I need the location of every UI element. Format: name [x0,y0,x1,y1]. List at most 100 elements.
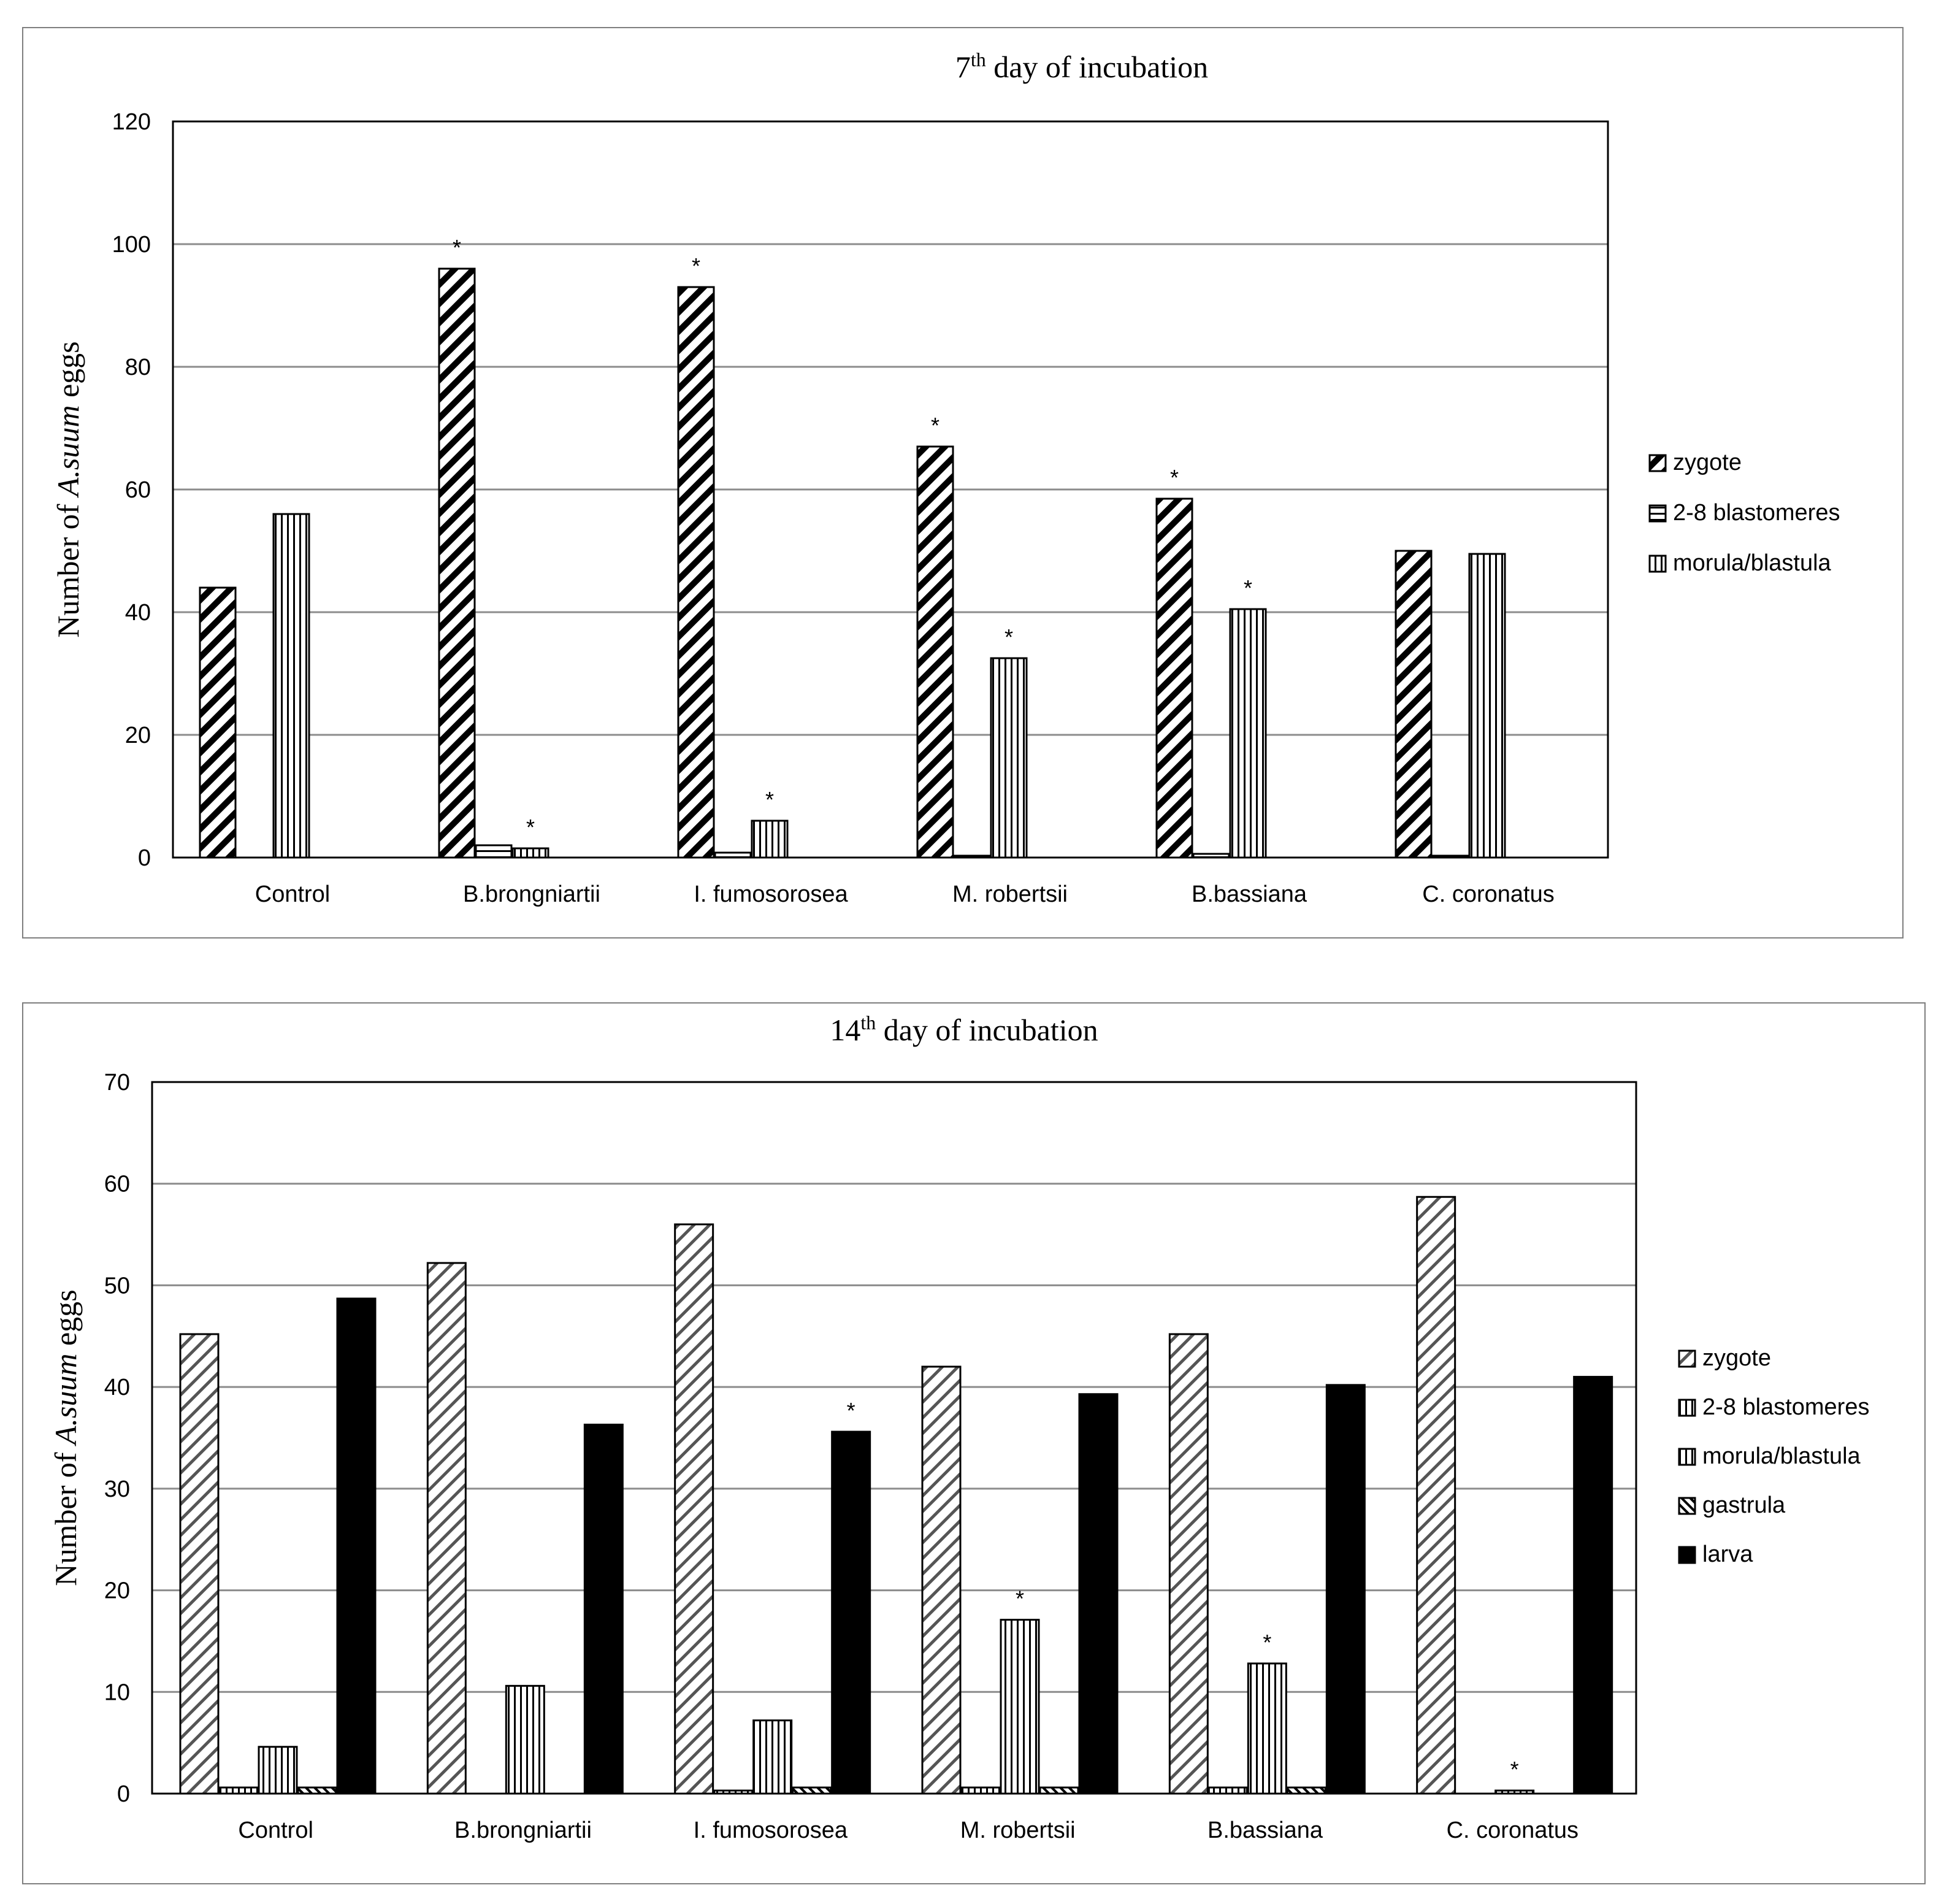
bar-larva [1573,1376,1613,1795]
chart-day7: 7th day of incubation Number of A.suum eg… [51,48,1840,907]
legend-swatch-morula-blastula [1678,1448,1696,1466]
bar-2-8-blastomeres [475,844,513,859]
significance-star: * [526,815,535,840]
significance-star: * [1005,624,1013,650]
significance-star: * [1510,1757,1519,1782]
legend-label-2-8-blastomeres: 2-8 blastomeres [1673,500,1840,526]
legend-swatch-gastrula [1678,1497,1696,1515]
bar-larva [1325,1384,1366,1795]
bar-2-8-blastomeres [953,854,991,859]
significance-star: * [847,1398,855,1423]
bar-2-8-blastomeres [1207,1786,1248,1795]
legend-swatch-zygote [1648,454,1667,472]
chart-day14: 14th day of incubation Number of A.suum e… [48,1012,1869,1843]
significance-star: * [765,787,774,812]
bar-larva [336,1297,377,1795]
bar-morula-blastula [505,1684,545,1795]
y-axis-label: Number of A.suum eggs [51,341,85,637]
x-category-label: I. fumosorosea [694,1818,848,1843]
bar-larva [831,1430,871,1795]
bar-zygote [179,1333,220,1795]
bar-larva [583,1423,624,1795]
legend-label-2-8-blastomeres: 2-8 blastomeres [1702,1394,1869,1420]
y-tick-label: 70 [104,1070,130,1096]
legend-label-morula-blastula: morula/blastula [1702,1443,1861,1469]
bar-gastrula [792,1786,832,1795]
bar-zygote [677,286,715,859]
significance-star: * [1263,1630,1271,1655]
bar-zygote [1168,1333,1209,1795]
bar-zygote [199,586,237,859]
bar-morula-blastula [1247,1662,1287,1795]
y-tick-label: 10 [104,1679,130,1705]
bar-morula-blastula [1229,608,1267,859]
bar-2-8-blastomeres [960,1786,1001,1795]
bar-morula-blastula [751,820,789,859]
y-tick-label: 20 [104,1578,130,1604]
chart-panel-day14: 14th day of incubation Number of A.suum e… [22,1002,1926,1884]
bar-2-8-blastomeres [1431,854,1469,859]
bar-gastrula [1286,1786,1326,1795]
y-tick-label: 120 [112,109,151,135]
y-tick-label: 50 [104,1273,130,1299]
bar-morula-blastula [258,1746,298,1795]
chart-title: 14th day of incubation [830,1012,1098,1047]
y-axis-label: Number of A.suum eggs [48,1289,83,1586]
y-tick-label: 0 [138,845,151,871]
significance-star: * [453,235,461,260]
bar-zygote [1155,497,1193,859]
x-category-label: M. robertsii [952,881,1068,907]
y-tick-label: 100 [112,232,151,258]
bar-morula-blastula [1000,1619,1040,1795]
bar-morula-blastula [511,847,549,859]
y-tick-label: 80 [125,355,151,380]
y-tick-label: 0 [117,1781,130,1807]
significance-star: * [1016,1586,1024,1611]
y-tick-label: 60 [104,1172,130,1197]
legend-swatch-larva [1678,1546,1696,1564]
bar-larva [1078,1393,1119,1795]
bar-2-8-blastomeres [1192,853,1230,859]
significance-star: * [692,253,700,278]
bar-2-8-blastomeres [713,1789,754,1795]
x-category-label: C. coronatus [1447,1818,1579,1843]
legend-label-gastrula: gastrula [1702,1492,1786,1518]
legend-label-larva: larva [1702,1541,1753,1567]
plot-area [151,1081,1637,1795]
bar-morula-blastula [752,1719,793,1795]
chart-panel-day7: 7th day of incubation Number of A.suum eg… [22,27,1904,939]
legend-swatch-2-8-blastomeres [1648,504,1667,523]
bar-morula-blastula [1494,1789,1535,1795]
legend-label-zygote: zygote [1673,450,1742,475]
x-category-label: C. coronatus [1422,881,1554,907]
y-tick-label: 40 [125,600,151,626]
legend-swatch-2-8-blastomeres [1678,1399,1696,1417]
plot-area [172,120,1609,859]
legend-label-zygote: zygote [1702,1345,1771,1371]
significance-star: * [1170,465,1179,490]
y-tick-label: 60 [125,477,151,503]
significance-star: * [931,413,939,438]
bar-gastrula [297,1786,337,1795]
x-category-label: B.bassiana [1207,1818,1323,1843]
y-tick-label: 40 [104,1375,130,1400]
x-category-label: M. robertsii [960,1818,1076,1843]
y-tick-label: 30 [104,1476,130,1502]
bar-morula-blastula [272,513,310,859]
y-tick-label: 20 [125,723,151,748]
significance-star: * [1244,575,1252,601]
bar-zygote [674,1223,714,1795]
x-category-label: B.bassiana [1192,881,1307,907]
bar-2-8-blastomeres [218,1786,259,1795]
bar-morula-blastula [1468,553,1506,859]
x-category-label: I. fumosorosea [694,881,848,907]
x-category-label: Control [238,1818,313,1843]
bar-zygote [426,1262,467,1795]
legend-swatch-morula-blastula [1648,555,1667,573]
x-category-label: B.brongniartii [454,1818,592,1843]
x-category-label: Control [255,881,331,907]
legend-swatch-zygote [1678,1349,1696,1368]
legend-label-morula-blastula: morula/blastula [1673,550,1832,576]
chart-title: 7th day of incubation [955,48,1208,84]
x-category-label: B.brongniartii [463,881,600,907]
